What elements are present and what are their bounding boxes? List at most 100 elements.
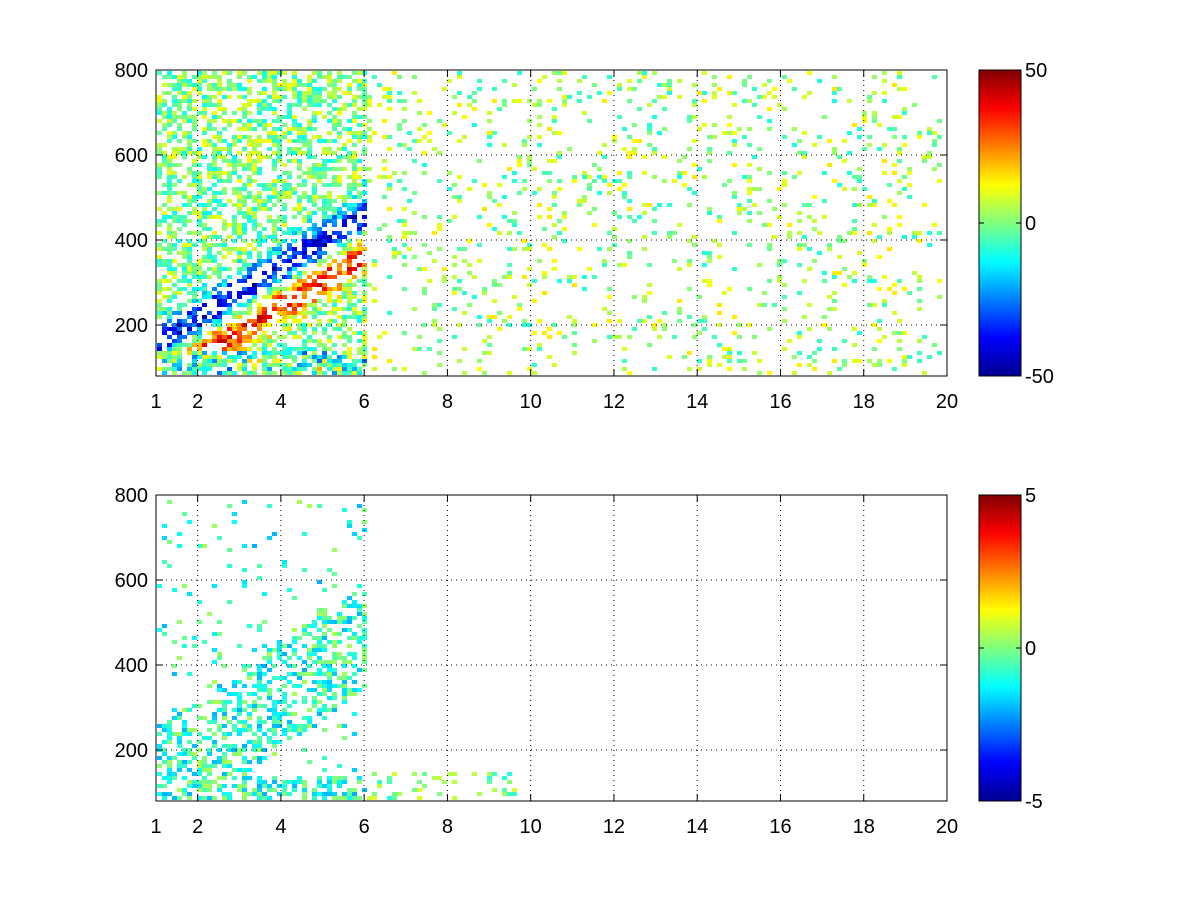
heatmap-cell xyxy=(257,255,262,259)
heatmap-cell xyxy=(357,536,362,540)
heatmap-cell xyxy=(702,315,707,319)
heatmap-cell xyxy=(237,191,242,195)
heatmap-cell xyxy=(257,139,262,143)
heatmap-cell xyxy=(247,183,252,187)
heatmap-cell xyxy=(272,71,277,75)
heatmap-cell xyxy=(492,283,497,287)
heatmap-cell xyxy=(177,656,182,660)
heatmap-cell xyxy=(342,295,347,299)
heatmap-cell xyxy=(192,636,197,640)
heatmap-cell xyxy=(937,163,942,167)
heatmap-cell xyxy=(572,283,577,287)
heatmap-cell xyxy=(302,307,307,311)
heatmap-cell xyxy=(652,367,657,371)
heatmap-cell xyxy=(522,347,527,351)
heatmap-cell xyxy=(187,115,192,119)
heatmap-cell xyxy=(937,279,942,283)
heatmap-cell xyxy=(732,139,737,143)
heatmap-cell xyxy=(297,203,302,207)
heatmap-cell xyxy=(157,283,162,287)
heatmap-cell xyxy=(312,155,317,159)
heatmap-cell xyxy=(197,203,202,207)
heatmap-cell xyxy=(217,760,222,764)
heatmap-cell xyxy=(772,303,777,307)
heatmap-cell xyxy=(607,319,612,323)
heatmap-cell xyxy=(262,307,267,311)
heatmap-cell xyxy=(182,792,187,796)
heatmap-cell xyxy=(192,123,197,127)
heatmap-cell xyxy=(802,315,807,319)
heatmap-cell xyxy=(242,776,247,780)
heatmap-cell xyxy=(197,323,202,327)
heatmap-cell xyxy=(322,235,327,239)
heatmap-cell xyxy=(322,616,327,620)
heatmap-cell xyxy=(232,219,237,223)
heatmap-cell xyxy=(177,307,182,311)
heatmap-cell xyxy=(397,75,402,79)
heatmap-cell xyxy=(347,604,352,608)
heatmap-cell xyxy=(267,696,272,700)
heatmap-cell xyxy=(342,343,347,347)
heatmap-cell xyxy=(202,71,207,75)
heatmap-cell xyxy=(347,207,352,211)
heatmap-cell xyxy=(167,792,172,796)
heatmap-cell xyxy=(452,215,457,219)
heatmap-cell xyxy=(287,728,292,732)
heatmap-cell xyxy=(172,119,177,123)
heatmap-cell xyxy=(157,255,162,259)
heatmap-cell xyxy=(167,215,172,219)
heatmap-cell xyxy=(652,175,657,179)
heatmap-cell xyxy=(217,155,222,159)
heatmap-cell xyxy=(237,187,242,191)
heatmap-cell xyxy=(192,243,197,247)
heatmap-cell xyxy=(522,323,527,327)
heatmap-cell xyxy=(352,732,357,736)
heatmap-cell xyxy=(182,195,187,199)
heatmap-cell xyxy=(707,283,712,287)
heatmap-cell xyxy=(272,267,277,271)
heatmap-cell xyxy=(237,696,242,700)
heatmap-cell xyxy=(172,776,177,780)
heatmap-cell xyxy=(292,311,297,315)
heatmap-cell xyxy=(412,211,417,215)
heatmap-cell xyxy=(897,75,902,79)
heatmap-cell xyxy=(267,788,272,792)
heatmap-cell xyxy=(327,295,332,299)
heatmap-cell xyxy=(722,131,727,135)
heatmap-cell xyxy=(287,371,292,375)
heatmap-cell xyxy=(712,135,717,139)
heatmap-cell xyxy=(207,780,212,784)
heatmap-cell xyxy=(347,91,352,95)
heatmap-cell xyxy=(262,315,267,319)
heatmap-cell xyxy=(257,319,262,323)
heatmap-cell xyxy=(157,724,162,728)
heatmap-cell xyxy=(317,712,322,716)
heatmap-cell xyxy=(352,592,357,596)
heatmap-cell xyxy=(187,291,192,295)
heatmap-cell xyxy=(352,632,357,636)
heatmap-cell xyxy=(167,131,172,135)
heatmap-cell xyxy=(182,115,187,119)
heatmap-cell xyxy=(647,263,652,267)
heatmap-cell xyxy=(192,207,197,211)
heatmap-cell xyxy=(357,776,362,780)
y-tick-label: 200 xyxy=(115,315,148,337)
heatmap-cell xyxy=(327,359,332,363)
heatmap-cell xyxy=(297,363,302,367)
heatmap-cell xyxy=(492,131,497,135)
heatmap-cell xyxy=(212,155,217,159)
heatmap-cell xyxy=(197,339,202,343)
heatmap-cell xyxy=(612,139,617,143)
heatmap-cell xyxy=(652,99,657,103)
heatmap-cell xyxy=(342,203,347,207)
heatmap-cell xyxy=(552,191,557,195)
heatmap-cell xyxy=(357,668,362,672)
x-tick-label: 6 xyxy=(359,391,370,413)
heatmap-cell xyxy=(172,339,177,343)
heatmap-cell xyxy=(332,299,337,303)
heatmap-cell xyxy=(552,159,557,163)
heatmap-cell xyxy=(282,712,287,716)
heatmap-cell xyxy=(167,287,172,291)
heatmap-cell xyxy=(397,123,402,127)
heatmap-cell xyxy=(267,680,272,684)
